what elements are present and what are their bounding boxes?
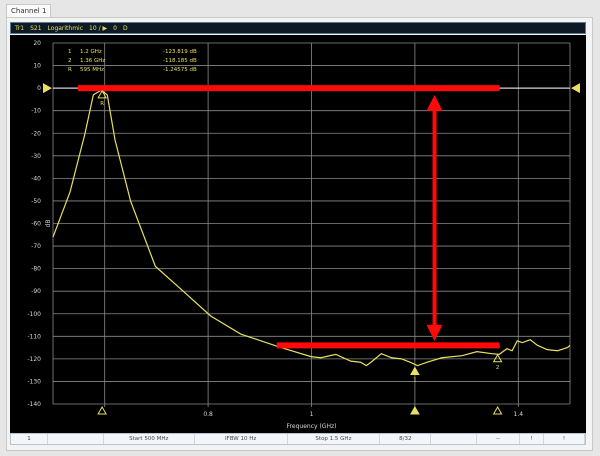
legend-marker-id: R xyxy=(68,67,72,73)
status-cell: 8/32 xyxy=(380,434,432,444)
status-cell xyxy=(431,434,478,444)
y-tick-label: -120 xyxy=(27,356,41,363)
marker-1-axis-triangle-icon xyxy=(410,405,420,415)
status-cell: -- xyxy=(477,434,521,444)
y-tick-label: 20 xyxy=(33,40,41,47)
arrow-down-icon xyxy=(426,324,443,341)
trace-header[interactable]: Tr1 S21 Logarithmic 10 / ▶ 0 D xyxy=(10,22,586,34)
status-bar: 1 Start 500 MHz IFBW 10 Hz Stop 1.5 GHz 8/32… xyxy=(10,433,586,445)
marker-2-triangle-icon xyxy=(492,353,503,363)
y-tick-label: -100 xyxy=(27,311,41,318)
trace-header-item: D xyxy=(122,25,128,32)
status-cell: ! xyxy=(520,434,545,444)
legend-marker-freq: 1.2 GHz xyxy=(80,49,102,55)
x-axis-label: Frequency (GHz) xyxy=(287,423,337,430)
y-tick-label: -70 xyxy=(31,243,41,250)
y-tick-label: -10 xyxy=(31,108,41,115)
legend-marker-value: -123.819 dB xyxy=(163,49,197,55)
legend-marker-value: -118.185 dB xyxy=(163,58,197,64)
tab-channel-1[interactable]: Channel 1 xyxy=(6,4,52,18)
trace-header-item: 10 / ▶ xyxy=(89,25,108,32)
x-tick-label: 1 xyxy=(310,411,314,418)
x-tick-label: 0.8 xyxy=(203,411,213,418)
y-tick-label: -80 xyxy=(31,266,41,273)
y-axis-label: dB xyxy=(45,220,52,228)
marker-R-triangle-icon xyxy=(97,89,107,99)
y-tick-label: -40 xyxy=(31,175,41,182)
marker-label: 1 xyxy=(413,377,417,383)
plot-background xyxy=(10,35,586,433)
x-tick-label: 1.4 xyxy=(514,411,524,418)
marker-R-axis-triangle-icon xyxy=(97,405,107,415)
legend-marker-freq: 595 MHz xyxy=(80,67,104,73)
legend-marker-id: 2 xyxy=(68,58,72,64)
status-cell: IFBW 10 Hz xyxy=(195,434,288,444)
y-tick-label: -30 xyxy=(31,153,41,160)
status-cell: 1 xyxy=(11,434,48,444)
trace-header-item: S21 xyxy=(30,25,42,32)
y-tick-label: -90 xyxy=(31,288,41,295)
marker-1-triangle-icon xyxy=(410,366,420,375)
y-tick-label: -140 xyxy=(27,401,41,408)
trace-header-item: 0 xyxy=(113,25,117,32)
reference-left-arrow-icon xyxy=(43,83,52,94)
trace-header-item: Tr1 xyxy=(15,25,25,32)
marker-2-axis-triangle-icon xyxy=(492,405,503,415)
y-tick-label: 10 xyxy=(33,63,41,70)
status-cell: ! xyxy=(544,434,585,444)
marker-label: 2 xyxy=(496,365,500,371)
status-cell: Stop 1.5 GHz xyxy=(288,434,381,444)
legend-marker-freq: 1.36 GHz xyxy=(80,58,105,64)
status-cell: Start 500 MHz xyxy=(104,434,195,444)
legend-marker-id: 1 xyxy=(68,49,72,55)
y-tick-label: 0 xyxy=(37,85,41,92)
y-tick-label: -130 xyxy=(27,378,41,385)
y-tick-label: -20 xyxy=(31,130,41,137)
y-tick-label: -60 xyxy=(31,221,41,228)
trace-line xyxy=(52,90,571,367)
reference-right-arrow-icon xyxy=(571,83,580,94)
marker-label: R xyxy=(100,101,104,107)
status-cell xyxy=(48,434,104,444)
arrow-up-icon xyxy=(426,94,443,111)
trace-header-item: Logarithmic xyxy=(47,25,84,32)
legend-marker-value: -1.24575 dB xyxy=(163,67,197,73)
plot-area[interactable]: 20 10 0 -10 -20 -30 -40 -50 -60 -70 -80 -90 -100 -110… xyxy=(10,35,586,433)
y-tick-label: -110 xyxy=(27,333,41,340)
y-tick-label: -50 xyxy=(31,198,41,205)
